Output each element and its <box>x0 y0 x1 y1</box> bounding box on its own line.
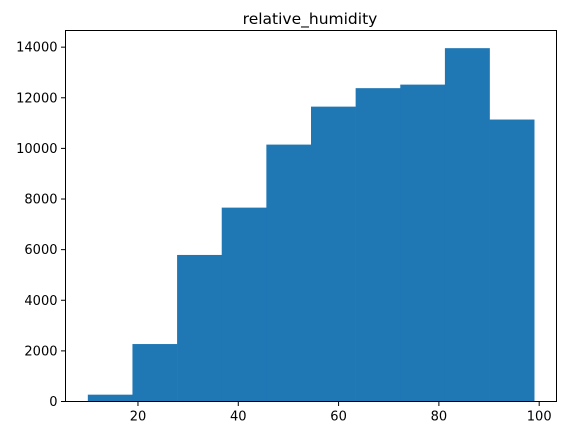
bars-group <box>87 48 535 402</box>
y-tick-label: 6000 <box>24 243 57 258</box>
plot-frame <box>65 30 557 402</box>
x-tick-label: 100 <box>527 410 552 425</box>
x-tick-label: 40 <box>230 410 247 425</box>
y-tick-label: 12000 <box>16 91 57 106</box>
histogram-bar <box>311 106 356 402</box>
y-axis: 0 2000 4000 6000 8000 10000 12000 14000 <box>16 41 66 410</box>
chart-title: relative_humidity <box>243 10 378 29</box>
x-tick-label: 80 <box>431 410 448 425</box>
x-tick-label: 60 <box>330 410 347 425</box>
histogram-bar <box>489 119 535 402</box>
histogram-bar <box>355 88 401 402</box>
histogram-bar <box>266 144 312 402</box>
y-tick-label: 0 <box>49 395 57 410</box>
y-tick-label: 10000 <box>16 142 57 157</box>
histogram-bar <box>132 344 178 402</box>
histogram-bar <box>444 48 490 402</box>
y-tick-label: 2000 <box>24 344 57 359</box>
x-axis: 20 40 60 80 100 <box>130 401 552 425</box>
histogram-bar <box>177 254 223 402</box>
y-tick-label: 4000 <box>24 294 57 309</box>
histogram-bar <box>221 207 267 402</box>
y-tick-label: 14000 <box>16 41 57 56</box>
y-tick-label: 8000 <box>24 193 57 208</box>
x-tick-label: 20 <box>130 410 147 425</box>
histogram-bar <box>87 394 133 402</box>
histogram-bar <box>400 84 446 402</box>
